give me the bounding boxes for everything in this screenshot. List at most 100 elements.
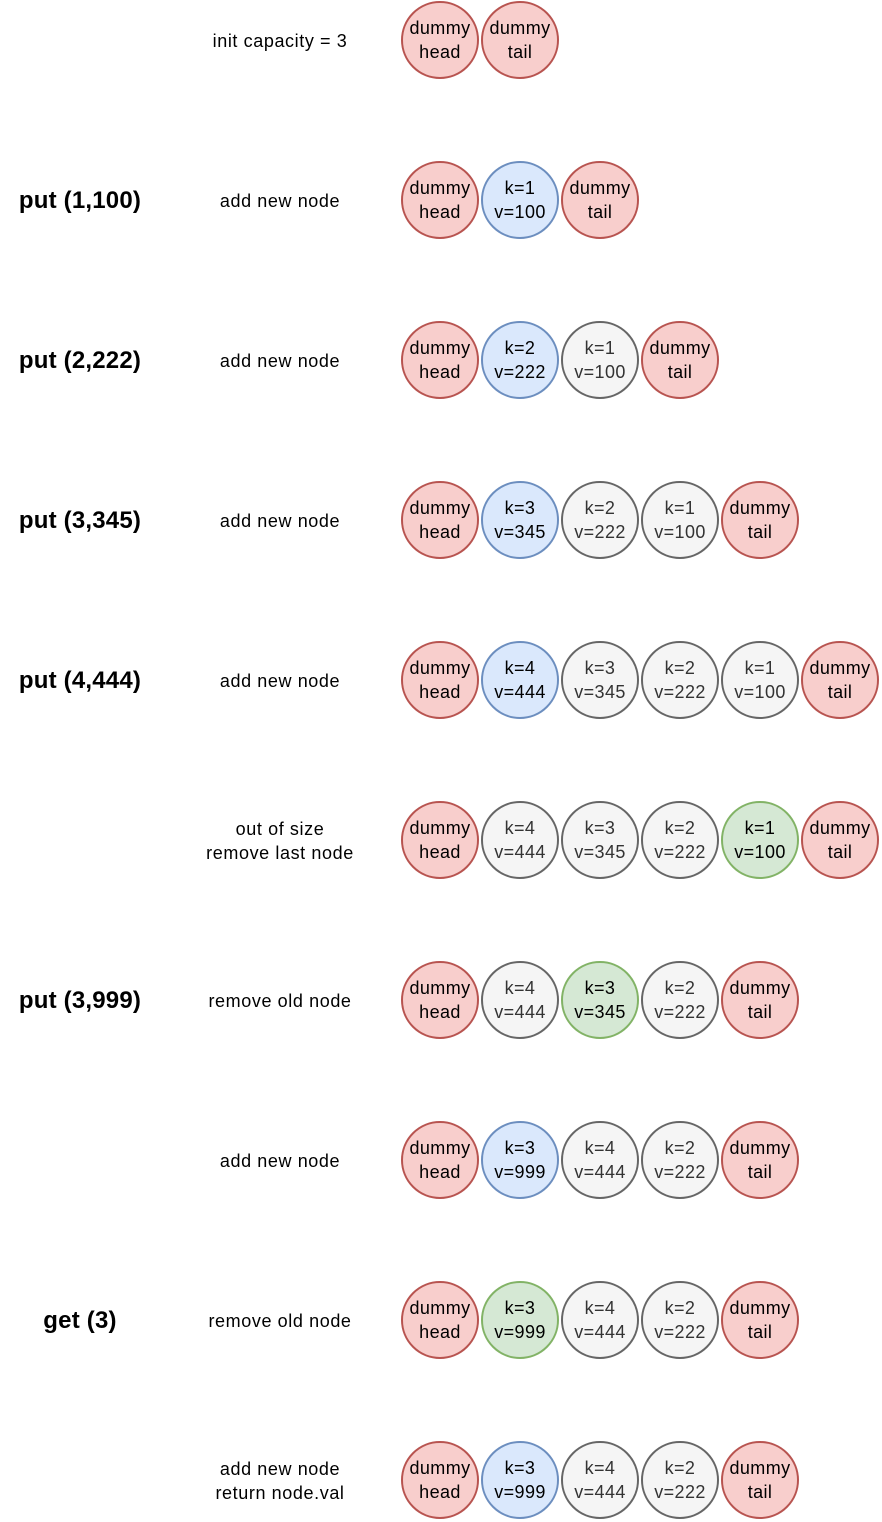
node-text: v=444 [494, 1002, 546, 1022]
description-line: init capacity = 3 [212, 31, 348, 51]
operation-label [0, 0, 160, 82]
node-text: k=4 [584, 1138, 616, 1158]
node-text: v=444 [494, 842, 546, 862]
dummy-node: dummy head [401, 321, 479, 399]
operation-label: get (3) [43, 1307, 117, 1334]
node-text: dummy [649, 338, 711, 358]
cache-node: k=4 v=444 [561, 1441, 639, 1519]
description-line: add new node [219, 351, 341, 371]
cache-node: k=4 v=444 [561, 1281, 639, 1359]
dummy-node: dummy tail [721, 1121, 799, 1199]
node-text: v=222 [654, 842, 706, 862]
node-text: dummy [729, 978, 791, 998]
node-text: v=100 [494, 202, 546, 222]
cache-node: k=1 v=100 [561, 321, 639, 399]
description-line: add new node [219, 511, 341, 531]
node-text: tail [507, 42, 533, 62]
node-text: v=444 [574, 1162, 626, 1182]
cache-node: k=1 v=100 [481, 161, 559, 239]
cache-node: k=1 v=100 [721, 641, 799, 719]
node-text: dummy [569, 178, 631, 198]
node-text: v=444 [574, 1482, 626, 1502]
node-text: tail [747, 1002, 773, 1022]
step-description: remove old node [180, 960, 380, 1042]
operation-label [0, 1440, 160, 1522]
operation-label: put (4,444) [18, 667, 142, 694]
operation-label: put (2,222) [18, 347, 142, 374]
node-text: tail [747, 1322, 773, 1342]
node-text: dummy [729, 498, 791, 518]
cache-node: k=4 v=444 [481, 961, 559, 1039]
node-text: head [419, 682, 461, 702]
node-text: k=4 [584, 1298, 616, 1318]
node-text: v=444 [494, 682, 546, 702]
step-description: out of size remove last node [180, 800, 380, 882]
node-text: v=444 [574, 1322, 626, 1342]
node-text: dummy [409, 498, 471, 518]
node-text: v=345 [494, 522, 546, 542]
description-line: remove old node [208, 991, 352, 1011]
operation-label: put (3,999) [18, 987, 142, 1014]
dummy-node: dummy tail [801, 801, 879, 879]
dummy-node: dummy tail [481, 1, 559, 79]
node-text: k=2 [664, 978, 696, 998]
node-text: v=222 [494, 362, 546, 382]
dummy-node: dummy tail [721, 961, 799, 1039]
step-row: init capacity = 3 dummy head dummy tail [0, 0, 882, 82]
step-row: add new node return node.val dummy head k=3 v… [0, 1440, 882, 1522]
node-text: v=999 [494, 1482, 546, 1502]
node-text: dummy [729, 1298, 791, 1318]
node-text: v=100 [734, 842, 786, 862]
node-text: v=999 [494, 1162, 546, 1182]
dummy-node: dummy head [401, 961, 479, 1039]
dummy-node: dummy head [401, 801, 479, 879]
node-text: dummy [409, 1458, 471, 1478]
operation-label: put (1,100) [18, 187, 142, 214]
dummy-node: dummy head [401, 1281, 479, 1359]
cache-node: k=2 v=222 [641, 961, 719, 1039]
node-text: tail [747, 1482, 773, 1502]
node-text: k=1 [744, 658, 776, 678]
node-text: dummy [729, 1458, 791, 1478]
node-text: v=222 [654, 1162, 706, 1182]
cache-node: k=2 v=222 [561, 481, 639, 559]
node-text: head [419, 1162, 461, 1182]
node-text: k=3 [504, 1458, 536, 1478]
node-text: head [419, 1322, 461, 1342]
step-description: add new node [180, 640, 380, 722]
node-text: k=4 [504, 818, 536, 838]
node-text: dummy [409, 1298, 471, 1318]
node-text: v=100 [654, 522, 706, 542]
operation-label [0, 1120, 160, 1202]
description-line: remove old node [208, 1311, 352, 1331]
node-text: dummy [409, 18, 471, 38]
node-text: dummy [809, 818, 871, 838]
node-text: k=2 [664, 1458, 696, 1478]
dummy-node: dummy head [401, 1441, 479, 1519]
cache-node: k=2 v=222 [641, 1281, 719, 1359]
description-line: remove last node [206, 843, 354, 863]
operation-label: put (3,345) [18, 507, 142, 534]
node-text: tail [747, 1162, 773, 1182]
step-description: init capacity = 3 [180, 0, 380, 82]
node-text: v=222 [654, 1482, 706, 1502]
node-text: v=999 [494, 1322, 546, 1342]
step-description: add new node [180, 480, 380, 562]
dummy-node: dummy tail [721, 1441, 799, 1519]
cache-node: k=2 v=222 [641, 801, 719, 879]
node-text: v=345 [574, 682, 626, 702]
node-text: k=2 [664, 1298, 696, 1318]
description-line: add new node [219, 1459, 341, 1479]
dummy-node: dummy head [401, 641, 479, 719]
step-row: put (1,100) add new node dummy head k=1 v=100… [0, 160, 882, 242]
node-text: k=1 [584, 338, 616, 358]
dummy-node: dummy head [401, 481, 479, 559]
dummy-node: dummy tail [721, 481, 799, 559]
step-description: add new node [180, 1120, 380, 1202]
node-text: k=3 [504, 1298, 536, 1318]
node-text: v=100 [574, 362, 626, 382]
node-text: head [419, 202, 461, 222]
cache-node: k=1 v=100 [721, 801, 799, 879]
dummy-node: dummy tail [721, 1281, 799, 1359]
node-text: k=3 [584, 658, 616, 678]
